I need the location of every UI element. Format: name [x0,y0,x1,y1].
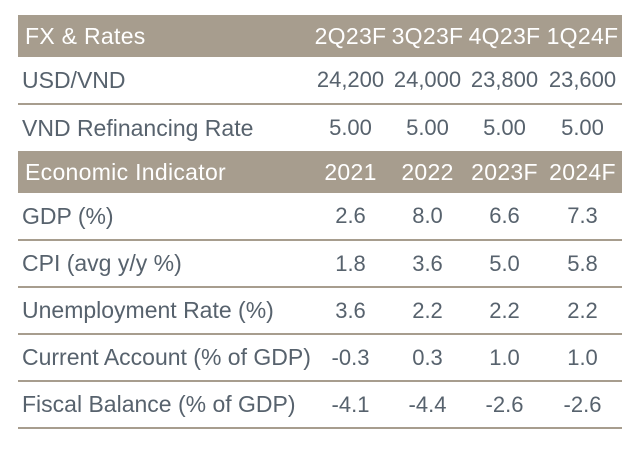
value-cell: 3.6 [389,240,466,288]
column-header: 2Q23F [314,22,387,49]
value-cell: 24,200 [312,57,389,105]
value-cell: 2.6 [312,193,389,241]
value-cell: -4.1 [312,381,389,429]
row-label: CPI (avg y/y %) [18,240,312,288]
value-cell: 3.6 [312,287,389,335]
row-label: GDP (%) [18,193,312,241]
table-row: VND Refinancing Rate 5.00 5.00 5.00 5.00 [18,104,622,151]
table-row: GDP (%) 2.6 8.0 6.6 7.3 [18,193,622,241]
value-cell: 6.6 [466,193,543,241]
section-title: Economic Indicator [25,158,226,185]
value-cell: -0.3 [312,334,389,382]
value-cell: 5.00 [561,115,604,140]
table-row: USD/VND 24,200 24,000 23,800 23,600 [18,57,622,105]
table-row: Unemployment Rate (%) 3.6 2.2 2.2 2.2 [18,287,622,335]
column-header: 2021 [324,158,377,185]
value-cell: 23,600 [543,57,622,105]
row-label: VND Refinancing Rate [22,114,254,141]
section-header-row: Economic Indicator 2021 2022 2023F 2024F [18,151,622,193]
value-cell: -2.6 [466,381,543,429]
value-cell: 1.8 [312,240,389,288]
value-cell: 7.3 [543,193,622,241]
value-cell: 8.0 [389,193,466,241]
value-cell: 1.0 [543,334,622,382]
value-cell: 24,000 [389,57,466,105]
value-cell: 5.00 [406,115,449,140]
section-title: FX & Rates [25,22,146,49]
column-header: 1Q24F [546,22,619,49]
value-cell: -4.4 [389,381,466,429]
column-header: 2023F [471,158,538,185]
value-cell: 2.2 [389,287,466,335]
value-cell: 1.0 [466,334,543,382]
value-cell: 5.00 [483,115,526,140]
table-row: Current Account (% of GDP) -0.3 0.3 1.0 1.0 [18,334,622,382]
value-cell: 5.0 [466,240,543,288]
value-cell: 5.8 [543,240,622,288]
row-label: Fiscal Balance (% of GDP) [18,381,312,429]
row-label: Unemployment Rate (%) [18,287,312,335]
table-row: Fiscal Balance (% of GDP) -4.1 -4.4 -2.6 -2.… [18,381,622,429]
section-header-row: FX & Rates 2Q23F 3Q23F 4Q23F 1Q24F [18,15,622,57]
column-header: 4Q23F [468,22,541,49]
row-label: USD/VND [18,57,312,105]
value-cell: -2.6 [543,381,622,429]
column-header: 3Q23F [391,22,464,49]
table-row: CPI (avg y/y %) 1.8 3.6 5.0 5.8 [18,240,622,288]
value-cell: 2.2 [466,287,543,335]
fx-economic-forecast-table: FX & Rates 2Q23F 3Q23F 4Q23F 1Q24F USD/VND 24,… [18,15,622,429]
value-cell: 0.3 [389,334,466,382]
column-header: 2024F [549,158,616,185]
value-cell: 5.00 [329,115,372,140]
value-cell: 2.2 [543,287,622,335]
column-header: 2022 [401,158,454,185]
row-label: Current Account (% of GDP) [18,334,312,382]
value-cell: 23,800 [466,57,543,105]
